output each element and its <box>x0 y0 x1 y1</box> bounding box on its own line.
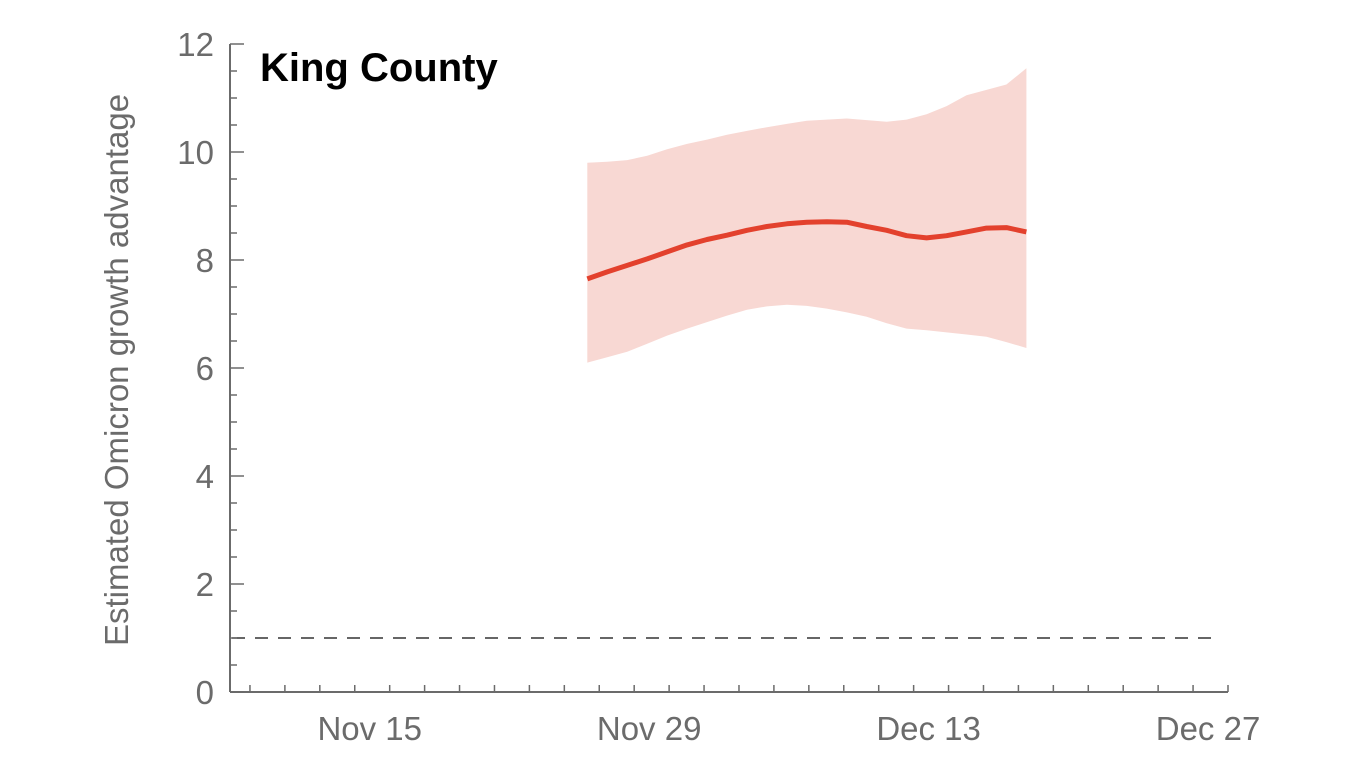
y-tick-label: 8 <box>196 242 214 279</box>
confidence-band <box>587 68 1027 363</box>
y-axis-title: Estimated Omicron growth advantage <box>98 94 135 646</box>
chart-title: King County <box>260 46 498 90</box>
axes: 0 2 4 6 8 10 12 Nov 15 Nov 29 Dec 13 Dec 27 <box>177 26 1260 747</box>
x-tick-label: Nov 15 <box>317 710 422 747</box>
y-tick-label: 6 <box>196 350 214 387</box>
confidence-band-layer <box>587 68 1027 363</box>
y-tick-label: 0 <box>196 674 214 711</box>
x-tick-label: Nov 29 <box>597 710 702 747</box>
x-tick-label: Dec 13 <box>876 710 981 747</box>
y-tick-label: 4 <box>196 458 214 495</box>
series-line-layer <box>586 219 1027 282</box>
y-tick-label: 2 <box>196 566 214 603</box>
y-tick-label: 12 <box>177 26 214 63</box>
series-line <box>586 219 1027 282</box>
x-tick-label: Dec 27 <box>1156 710 1261 747</box>
y-tick-label: 10 <box>177 134 214 171</box>
